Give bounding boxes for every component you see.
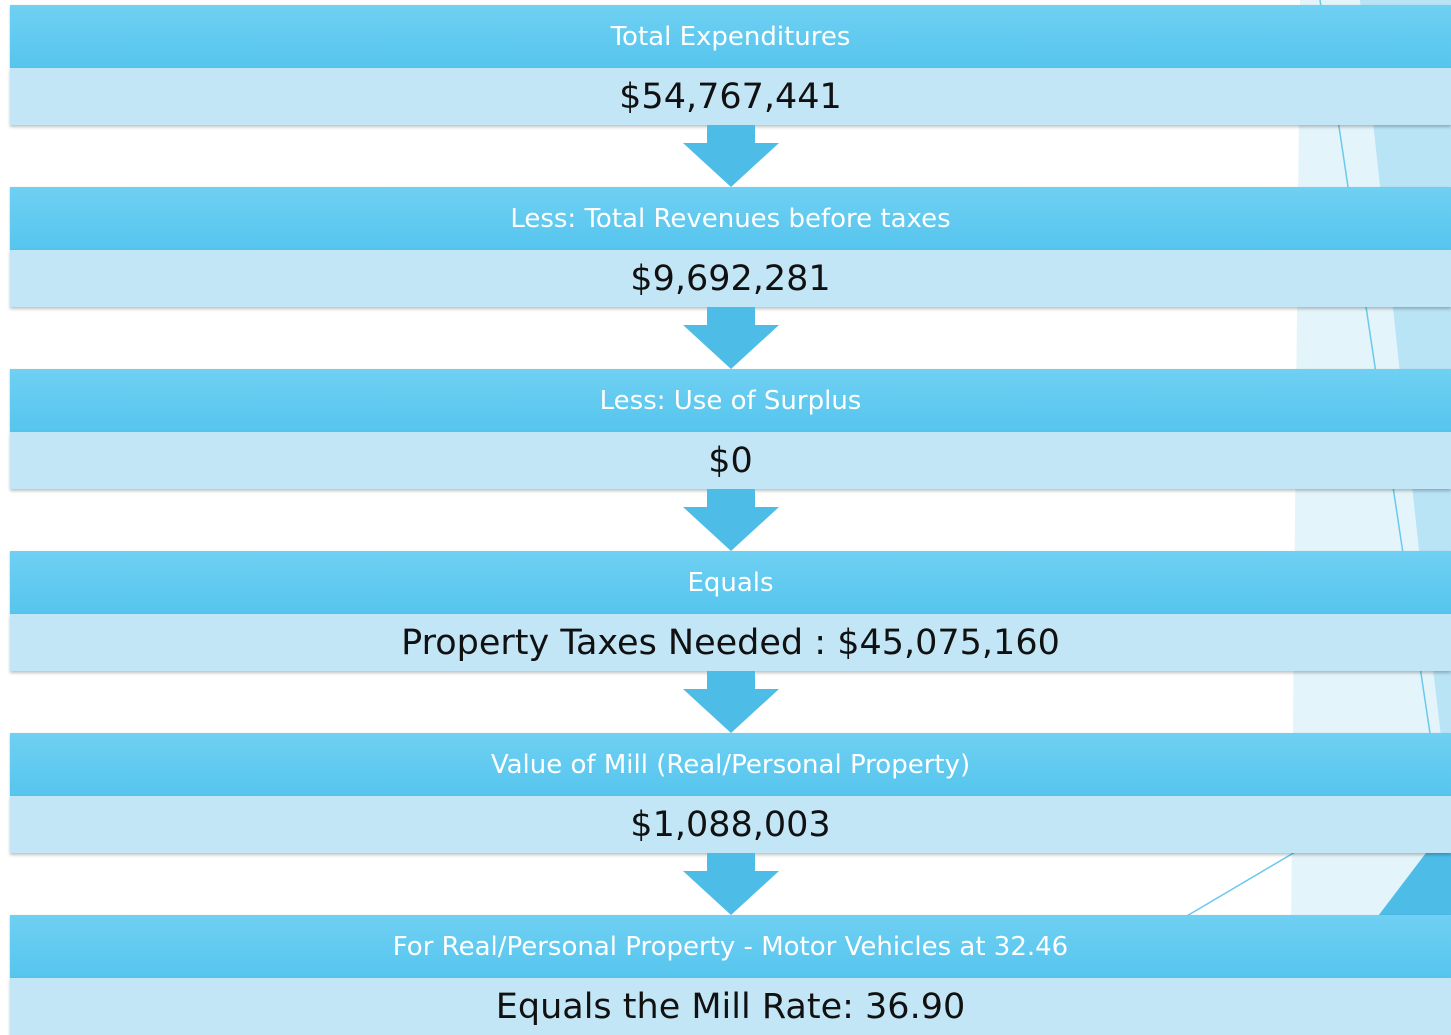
step-value: $9,692,281 bbox=[10, 250, 1451, 307]
step-header: Less: Total Revenues before taxes bbox=[10, 187, 1451, 250]
step: Total Expenditures $54,767,441 bbox=[10, 5, 1451, 125]
arrow bbox=[683, 853, 779, 915]
arrow bbox=[683, 489, 779, 551]
arrow bbox=[683, 125, 779, 187]
arrow-shape bbox=[683, 489, 779, 551]
step: Less: Total Revenues before taxes $9,692,… bbox=[10, 187, 1451, 307]
arrow-shape bbox=[683, 853, 779, 915]
arrow-shape bbox=[683, 307, 779, 369]
step-header: Value of Mill (Real/Personal Property) bbox=[10, 733, 1451, 796]
step: For Real/Personal Property - Motor Vehic… bbox=[10, 915, 1451, 1035]
arrow-shape bbox=[683, 125, 779, 187]
step: Value of Mill (Real/Personal Property) $1… bbox=[10, 733, 1451, 853]
step-value: $0 bbox=[10, 432, 1451, 489]
step-header: Total Expenditures bbox=[10, 5, 1451, 68]
step-value: $1,088,003 bbox=[10, 796, 1451, 853]
arrow-shape bbox=[683, 671, 779, 733]
arrow bbox=[683, 307, 779, 369]
step: Equals Property Taxes Needed : $45,075,16… bbox=[10, 551, 1451, 671]
arrow bbox=[683, 671, 779, 733]
step-value: Property Taxes Needed : $45,075,160 bbox=[10, 614, 1451, 671]
step-value: $54,767,441 bbox=[10, 68, 1451, 125]
step-value: Equals the Mill Rate: 36.90 bbox=[10, 978, 1451, 1035]
step-header: For Real/Personal Property - Motor Vehic… bbox=[10, 915, 1451, 978]
step: Less: Use of Surplus $0 bbox=[10, 369, 1451, 489]
step-header: Equals bbox=[10, 551, 1451, 614]
step-header: Less: Use of Surplus bbox=[10, 369, 1451, 432]
